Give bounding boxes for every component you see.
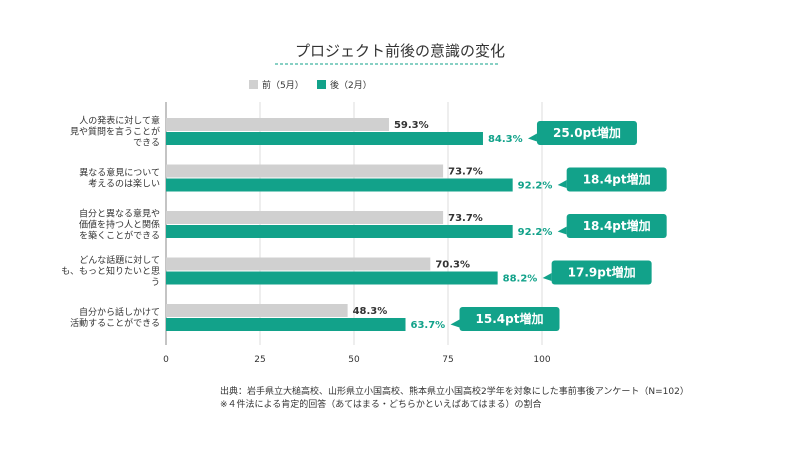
x-tick-label: 25	[254, 355, 265, 365]
legend-label-before: 前（5月）	[262, 79, 304, 91]
source-note: 出典：岩手県立大槌高校、山形県立小国高校、熊本県立小国高校2学年を対象にした事前…	[220, 386, 689, 412]
callout-text: 17.9pt増加	[568, 265, 636, 280]
callout-pointer	[557, 180, 567, 188]
x-axis-ticks: 0 25 50 75 100	[163, 355, 551, 365]
value-label-before: 70.3%	[435, 260, 470, 271]
category-label-line: できる	[133, 138, 160, 149]
legend-label-after: 後（2月）	[330, 79, 372, 91]
callout-box	[459, 307, 560, 331]
legend-swatch-before	[249, 80, 258, 89]
category-label-line: 考えるのは楽しい	[88, 178, 160, 190]
legend-swatch-after	[317, 80, 326, 89]
chart-title: プロジェクト前後の意識の変化	[295, 42, 505, 60]
x-tick-label: 100	[533, 355, 550, 365]
callout-box	[551, 260, 652, 285]
category-label-line: 自分から話しかけて	[79, 306, 160, 318]
category-label-line: 異なる意見について	[79, 167, 160, 179]
category-labels: 人の発表に対して意見や質問を言うことができる異なる意見について考えるのは楽しい自…	[61, 115, 160, 330]
callout-badge: 15.4pt増加	[450, 307, 560, 331]
callouts: 25.0pt増加 18.4pt増加 18.4pt増加 17.9pt増加 15.4pt増加	[450, 121, 667, 331]
category-label-line: 活動することができる	[70, 317, 160, 329]
x-tick-label: 75	[442, 355, 453, 365]
value-label-before: 73.7%	[448, 213, 483, 224]
callout-pointer	[557, 226, 567, 235]
category-label-line: を築くことができる	[79, 230, 160, 242]
callout-pointer	[542, 273, 552, 281]
callout-text: 18.4pt増加	[583, 218, 651, 233]
bar-before	[166, 164, 444, 178]
value-label-before: 59.3%	[394, 120, 429, 131]
value-label-after: 84.3%	[488, 134, 523, 145]
x-tick-label: 50	[348, 355, 360, 365]
bar-before	[166, 257, 431, 271]
value-label-after: 88.2%	[503, 274, 538, 285]
value-label-after: 92.2%	[518, 181, 553, 192]
bar-before	[166, 118, 389, 131]
bar-before	[166, 304, 348, 317]
category-label-line: 人の発表に対して意	[79, 115, 160, 127]
callout-box	[566, 214, 667, 238]
bar-after	[166, 318, 406, 331]
category-label-line: 価値を持つ人と関係	[79, 219, 160, 231]
callout-box	[536, 121, 637, 145]
callout-box	[566, 167, 667, 192]
callout-pointer	[527, 133, 537, 142]
category-label-line: も、もっと知りたいと思	[61, 265, 160, 277]
source-line-1: 出典：岩手県立大槌高校、山形県立小国高校、熊本県立小国高校2学年を対象にした事前…	[220, 387, 689, 397]
value-label-after: 63.7%	[411, 320, 446, 331]
bar-after	[166, 271, 498, 285]
category-label-line: どんな話題に対して	[79, 254, 160, 266]
legend: 前（5月） 後（2月）	[249, 79, 372, 91]
value-label-before: 48.3%	[353, 306, 388, 317]
bar-after	[166, 225, 513, 238]
category-label-line: 自分と異なる意見や	[79, 208, 160, 220]
bar-after	[166, 178, 513, 192]
callout-text: 25.0pt増加	[553, 125, 621, 140]
x-tick-label: 0	[163, 355, 169, 365]
value-label-after: 92.2%	[518, 227, 553, 238]
bars: 59.3% 84.3% 73.7% 92.2% 73.7% 92.2% 70.3% 88.2%…	[166, 118, 552, 331]
callout-text: 15.4pt増加	[476, 311, 544, 326]
callout-text: 18.4pt増加	[583, 172, 651, 187]
callout-badge: 18.4pt増加	[557, 214, 667, 238]
bar-after	[166, 132, 483, 145]
value-label-before: 73.7%	[448, 167, 483, 178]
callout-badge: 25.0pt増加	[527, 121, 637, 145]
source-line-2: ※４件法による肯定的回答（あてはまる・どちらかといえばあてはまる）の割合	[220, 400, 542, 410]
category-label-line: 見や質問を言うことが	[70, 126, 160, 138]
callout-badge: 18.4pt増加	[557, 167, 667, 192]
bar-before	[166, 211, 444, 224]
callout-pointer	[450, 319, 460, 328]
callout-badge: 17.9pt増加	[542, 260, 652, 285]
category-label-line: う	[151, 277, 160, 288]
